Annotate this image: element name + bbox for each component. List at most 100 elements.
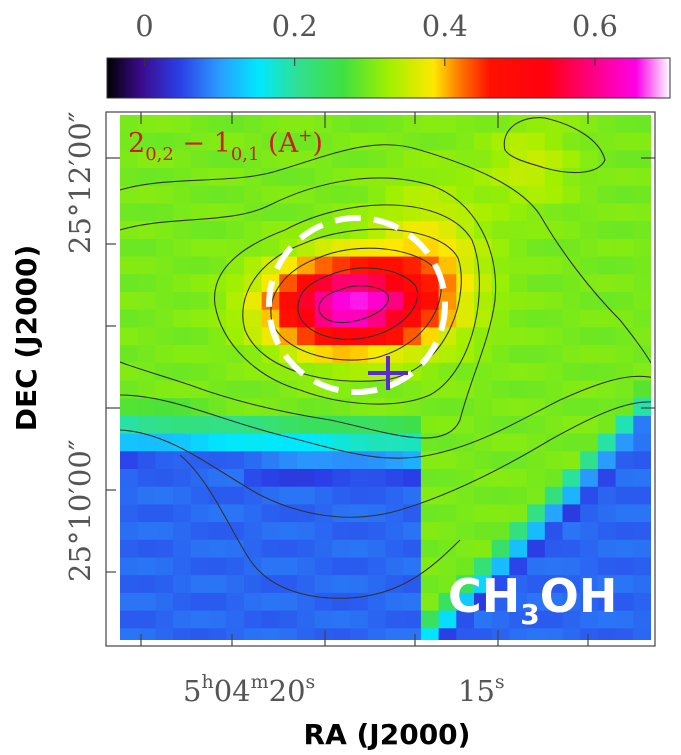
heatmap-cell <box>279 592 298 612</box>
heatmap-cell <box>190 504 210 523</box>
heatmap-cell <box>367 345 387 364</box>
heatmap-cell <box>120 185 139 205</box>
heatmap-cell <box>226 433 245 452</box>
y-axis-title: DEC (J2000) <box>10 245 43 432</box>
heatmap-cell <box>456 115 475 134</box>
heatmap-cell <box>226 115 245 134</box>
heatmap-cell <box>332 539 351 559</box>
heatmap-cell <box>261 628 280 640</box>
heatmap-cell <box>562 185 581 205</box>
heatmap-cell <box>491 486 510 505</box>
heatmap-cell <box>615 610 634 629</box>
heatmap-cell <box>385 486 404 505</box>
heatmap-cell <box>491 168 510 187</box>
heatmap-cell <box>420 185 440 205</box>
heatmap-cell <box>438 504 457 523</box>
heatmap-cell <box>544 309 564 328</box>
heatmap-cell <box>385 115 404 134</box>
heatmap-cell <box>367 256 387 275</box>
heatmap-cell <box>367 592 387 612</box>
heatmap-cell <box>509 398 528 417</box>
heatmap-cell <box>120 469 139 488</box>
heatmap-cell <box>314 362 333 382</box>
transition-dash: − <box>174 128 214 159</box>
heatmap-cell <box>633 610 651 629</box>
heatmap-cell <box>367 504 387 523</box>
heatmap-cell <box>173 522 192 541</box>
heatmap-cell <box>580 132 599 151</box>
heatmap-cell <box>403 327 422 346</box>
heatmap-cell <box>456 539 475 559</box>
heatmap-cell <box>350 522 369 541</box>
heatmap-cell <box>226 592 245 612</box>
heatmap-cell <box>403 539 422 559</box>
heatmap-cell <box>527 150 546 169</box>
heatmap-cell <box>243 415 263 435</box>
heatmap-cell <box>367 221 387 240</box>
heatmap-cell <box>544 469 564 488</box>
heatmap-cell <box>562 362 581 382</box>
heatmap-cell <box>527 398 546 417</box>
heatmap-cell <box>120 628 139 640</box>
heatmap-cell <box>615 522 634 541</box>
y-tick-label-top: 25°12′00″ <box>63 111 97 254</box>
transition-lower: 1 <box>214 128 231 159</box>
heatmap-cell <box>120 398 139 417</box>
heatmap-cell <box>544 221 564 240</box>
heatmap-cell <box>385 628 404 640</box>
heatmap-cell <box>155 362 174 382</box>
heatmap-cell <box>420 115 440 134</box>
heatmap-cell <box>544 486 564 505</box>
heatmap-cell <box>120 575 139 594</box>
heatmap-cell <box>474 203 493 222</box>
heatmap-cell <box>403 221 422 240</box>
heatmap-cell <box>562 168 581 187</box>
heatmap-cell <box>456 221 475 240</box>
heatmap-cell <box>297 504 316 523</box>
heatmap-cell <box>279 132 298 151</box>
heatmap-cell <box>367 610 387 629</box>
heatmap-cell <box>385 522 404 541</box>
heatmap-cell <box>633 115 651 134</box>
heatmap-cell <box>597 309 617 328</box>
heatmap-cell <box>438 380 457 399</box>
heatmap-cell <box>208 115 227 134</box>
heatmap-cell <box>279 274 298 293</box>
heatmap-cell <box>137 433 156 452</box>
heatmap-cell <box>544 539 564 559</box>
heatmap-cell <box>420 274 440 293</box>
heatmap-cell <box>491 256 510 275</box>
heatmap-cell <box>332 309 351 328</box>
heatmap-cell <box>279 451 298 470</box>
heatmap-cell <box>527 132 546 151</box>
heatmap-cell <box>350 433 369 452</box>
heatmap-cell <box>491 238 510 258</box>
heatmap-cell <box>332 132 351 151</box>
heatmap-cell <box>562 433 581 452</box>
heatmap-cell <box>314 451 333 470</box>
heatmap-cell <box>155 398 174 417</box>
axis-ticks <box>106 112 655 646</box>
heatmap-cell <box>261 185 280 205</box>
heatmap-cell <box>509 292 528 311</box>
colorbar-tick-label: 0.2 <box>272 9 318 43</box>
heatmap-cell <box>615 292 634 311</box>
heatmap-cell <box>562 309 581 328</box>
heatmap-cell <box>137 522 156 541</box>
heatmap-cell <box>544 380 564 399</box>
heatmap-cell <box>243 221 263 240</box>
heatmap-cell <box>137 309 156 328</box>
contour-level <box>120 375 651 459</box>
heatmap-cell <box>509 327 528 346</box>
heatmap-cell <box>474 469 493 488</box>
heatmap-cell <box>243 238 263 258</box>
heatmap-cell <box>491 469 510 488</box>
heatmap-cell <box>491 115 510 134</box>
heatmap-cell <box>155 309 174 328</box>
heatmap-cell <box>279 469 298 488</box>
heatmap-cell <box>597 504 617 523</box>
heatmap-cell <box>615 150 634 169</box>
heatmap-cell <box>633 592 651 612</box>
heatmap-cell <box>633 185 651 205</box>
heatmap-cell <box>155 327 174 346</box>
